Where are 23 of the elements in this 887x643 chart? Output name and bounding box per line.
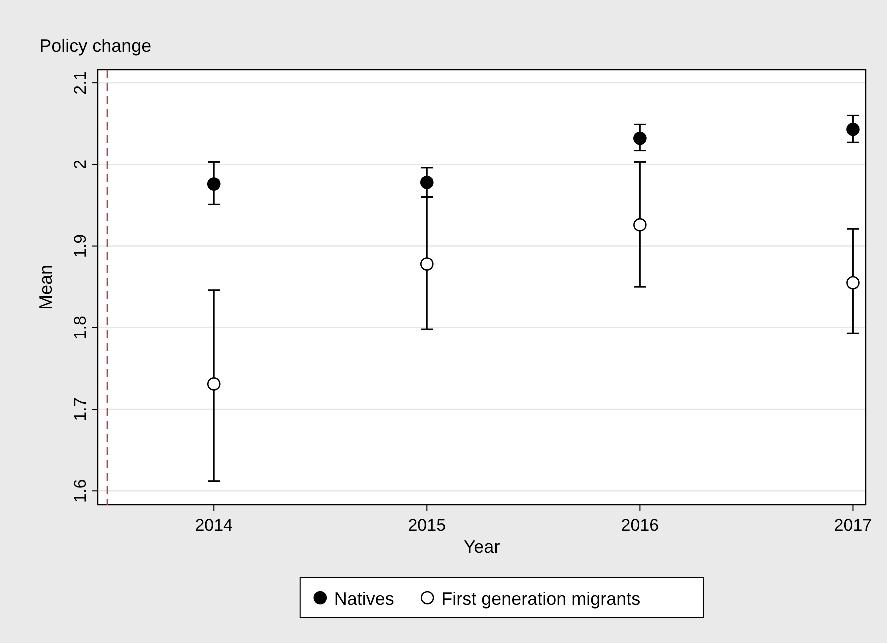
- point: [207, 178, 221, 191]
- point: [634, 218, 647, 232]
- legend-label: First generation migrants: [442, 589, 641, 609]
- point: [846, 276, 860, 290]
- y-tick-label: 1.9: [71, 234, 90, 258]
- y-tick-label: 1.7: [71, 398, 90, 422]
- x-tick-label: 2017: [834, 516, 872, 535]
- point: [846, 122, 860, 136]
- ref-line-label: Policy change: [40, 36, 152, 56]
- point: [420, 258, 434, 271]
- y-tick-label: 2.1: [71, 71, 90, 95]
- point: [420, 176, 434, 190]
- y-tick-label: 2: [71, 160, 90, 170]
- x-tick-label: 2015: [408, 516, 446, 535]
- x-tick-label: 2016: [621, 516, 660, 535]
- x-tick-label: 2014: [195, 516, 234, 535]
- legend-label: Natives: [334, 589, 394, 609]
- y-axis-title: Mean: [36, 264, 56, 310]
- x-axis-title: Year: [464, 537, 500, 557]
- point: [207, 378, 221, 391]
- y-tick-label: 1.8: [71, 316, 90, 340]
- y-tick-label: 1.6: [71, 479, 90, 503]
- point: [634, 132, 647, 146]
